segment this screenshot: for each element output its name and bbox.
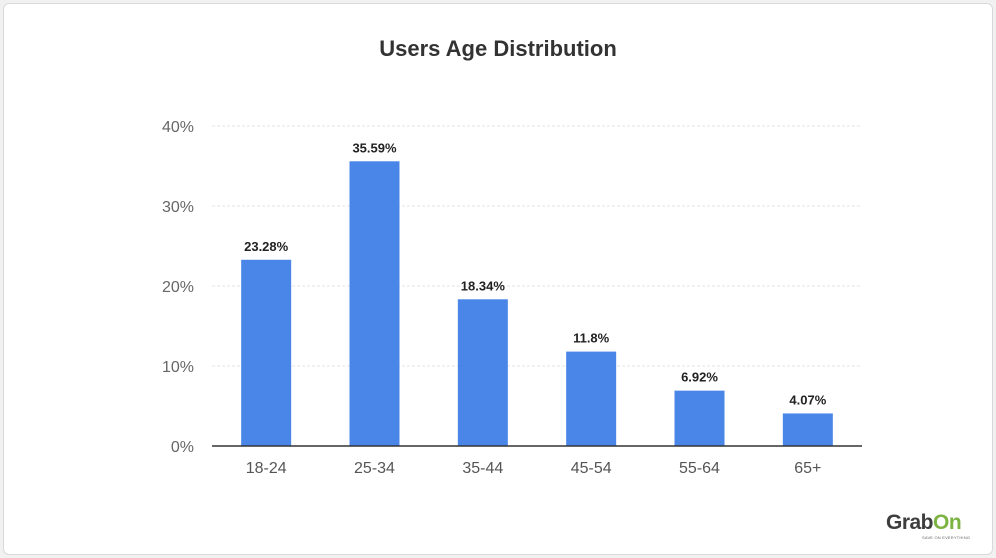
data-label: 6.92% [681,370,718,385]
logo-tagline: SAVE ON EVERYTHING [922,535,971,540]
x-tick-label: 45-54 [571,460,612,477]
bar [241,259,292,446]
x-tick-label: 65+ [794,460,821,477]
bar [457,299,508,446]
x-tick-label: 35-44 [462,460,503,477]
bar [674,390,725,446]
y-tick-label: 40% [162,119,194,136]
data-label: 35.59% [352,140,397,155]
x-tick-label: 55-64 [679,460,720,477]
logo-on-text: On [933,511,962,534]
grabon-logo: GrabOn SAVE ON EVERYTHING [886,511,971,540]
logo-grab-text: Grab [886,511,934,534]
bar [782,413,833,446]
chart-title: Users Age Distribution [379,36,617,61]
y-tick-label: 30% [162,199,194,216]
x-tick-label: 25-34 [354,460,395,477]
x-tick-label: 18-24 [246,460,287,477]
data-label: 4.07% [789,392,826,407]
y-tick-label: 20% [162,279,194,296]
data-label: 23.28% [244,239,289,254]
bar [349,161,400,446]
y-tick-label: 10% [162,359,194,376]
data-label: 11.8% [573,331,610,346]
y-tick-label: 0% [171,439,194,456]
bar [566,351,617,446]
chart-card [3,3,993,555]
data-label: 18.34% [461,278,506,293]
